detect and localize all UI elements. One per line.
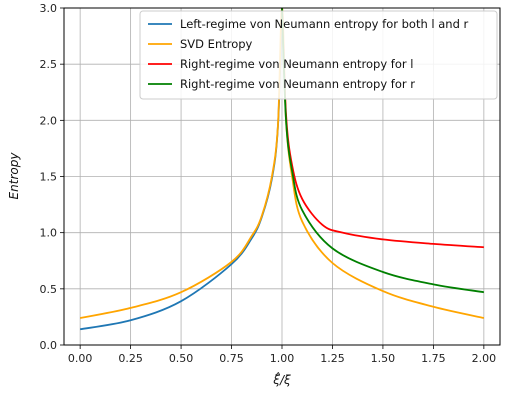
series-line-4 <box>281 8 484 294</box>
x-tick-label: 1.75 <box>421 352 446 365</box>
y-tick-label: 1.0 <box>40 227 58 240</box>
legend-box <box>139 10 498 100</box>
legend-label: Right-regime von Neumann entropy for r <box>180 77 415 91</box>
y-axis-label: Entropy <box>7 152 21 200</box>
y-tick-label: 2.0 <box>40 114 58 127</box>
y-tick-label: 0.0 <box>40 339 58 352</box>
x-axis-label: ξ̂/ξ <box>272 371 291 387</box>
x-tick-label: 0.00 <box>68 352 93 365</box>
x-tick-label: 0.50 <box>169 352 194 365</box>
legend: Left-regime von Neumann entropy for both… <box>139 10 498 100</box>
y-tick-label: 1.5 <box>40 171 58 184</box>
legend-label: Left-regime von Neumann entropy for both… <box>180 17 469 31</box>
legend-label: Right-regime von Neumann entropy for l <box>180 57 413 71</box>
x-tick-label: 1.50 <box>371 352 396 365</box>
x-tick-label: 0.75 <box>219 352 244 365</box>
y-tick-label: 0.5 <box>40 283 58 296</box>
axis-ticks: 0.00 0.25 0.50 0.75 1.00 1.25 1.50 1.75 2.00 0.0 0… <box>40 2 497 365</box>
y-tick-label: 3.0 <box>40 2 58 15</box>
legend-label: SVD Entropy <box>180 37 253 51</box>
x-tick-label: 0.25 <box>118 352 143 365</box>
y-tick-label: 2.5 <box>40 58 58 71</box>
x-tick-label: 1.00 <box>270 352 295 365</box>
x-tick-label: 2.00 <box>472 352 497 365</box>
x-tick-label: 1.25 <box>320 352 345 365</box>
